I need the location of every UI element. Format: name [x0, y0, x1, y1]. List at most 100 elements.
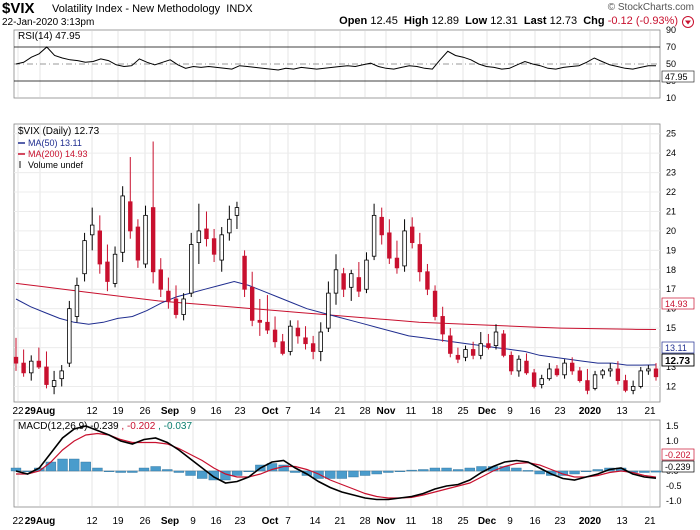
x-tick-label: Sep: [161, 516, 179, 527]
macd-signal-badge: -0.202: [661, 448, 695, 461]
exchange-label: INDX: [226, 3, 253, 15]
rsi-line: [15, 46, 656, 71]
x-tick-label: 16: [529, 406, 541, 417]
macd-label-signal: -0.202: [127, 421, 156, 432]
ma50-badge-text: 13.11: [665, 343, 687, 353]
candle-body: [646, 368, 651, 372]
candle-body: [143, 214, 148, 265]
legend-vix: $VIX (Daily) 12.73: [18, 126, 100, 137]
candle-body: [615, 368, 621, 382]
candle-body: [600, 370, 605, 376]
x-tick-label: 18: [431, 516, 443, 527]
candle-body: [181, 298, 186, 315]
rsi-y-tick: 90: [666, 25, 676, 35]
macd-hist-bar: [197, 470, 208, 479]
price-y-tick: 20: [666, 226, 676, 236]
macd-hist-bar: [313, 470, 324, 479]
x-tick-label: 13: [616, 406, 628, 417]
ma200-badge-text: 14.93: [665, 299, 688, 309]
macd-hist-bar: [499, 466, 510, 472]
index-name-text: Volatility Index - New Methodology: [52, 3, 221, 15]
chg-label: Chg: [583, 15, 605, 27]
x-tick-label: 2020: [579, 516, 602, 527]
x-tick-label: 26: [139, 516, 151, 527]
candle-body: [493, 331, 499, 347]
x-tick-label: 28: [359, 406, 371, 417]
macd-badge-text: -0.239: [665, 462, 691, 472]
candle-body: [562, 362, 567, 376]
x-tick-label: 23: [554, 516, 566, 527]
candle-body: [272, 329, 278, 343]
candle-body: [310, 343, 316, 352]
triangle-down-icon[interactable]: [682, 16, 694, 28]
macd-hist-bar: [592, 469, 603, 472]
candle-body: [89, 224, 95, 236]
x-tick-label: 9: [190, 406, 196, 417]
candle-body: [409, 226, 415, 243]
macd-hist-bar: [243, 470, 254, 473]
candle-body: [120, 195, 125, 253]
candle-body: [630, 386, 636, 391]
rsi-y-tick: 10: [666, 93, 676, 103]
price-y-tick: 19: [666, 245, 676, 255]
x-tick-label: 23: [234, 516, 246, 527]
date-label: 22-Jan-2020 3:13pm: [2, 17, 95, 28]
candle-body: [539, 378, 544, 385]
candle-body: [97, 230, 103, 265]
rsi-y-tick: 70: [666, 42, 676, 52]
x-tick-label: 22: [12, 406, 24, 417]
candle-body: [547, 368, 552, 380]
x-tick-label: 14: [309, 516, 321, 527]
candle-body: [448, 335, 453, 354]
rsi-y-tick: 50: [666, 59, 676, 69]
x-tick-label: 9: [190, 516, 196, 527]
macd-hist-bar: [45, 461, 57, 472]
candle-body: [196, 230, 202, 243]
x-tick-label: Oct: [262, 406, 279, 417]
candle-body: [82, 240, 87, 275]
candle-body: [425, 271, 430, 290]
macd-hist-bar: [150, 466, 161, 472]
macd-hist-bar: [639, 470, 650, 473]
ma50-line: [15, 280, 657, 366]
x-tick-label: 11: [406, 406, 417, 417]
price-y-tick: 21: [666, 206, 676, 216]
candle-body: [44, 366, 49, 385]
candle-body: [387, 232, 392, 259]
high-label: High: [404, 15, 429, 27]
macd-hist-bar: [371, 470, 382, 475]
candle-body: [166, 290, 171, 302]
candle-body: [227, 218, 232, 234]
x-tick-label: 26: [139, 406, 151, 417]
candle-body: [516, 358, 522, 372]
candle-body: [13, 356, 19, 364]
open-label: Open: [339, 15, 368, 27]
macd-hist-bar: [10, 467, 22, 472]
x-tick-label: 21: [334, 406, 346, 417]
candle-body: [150, 207, 156, 273]
candle-body: [234, 207, 240, 216]
macd-hist-bar: [394, 470, 406, 473]
candle-body: [486, 343, 491, 348]
macd-hist-bar: [57, 458, 68, 472]
price-y-tick: 15: [666, 323, 676, 333]
x-tick-label: 18: [431, 406, 443, 417]
x-tick-label: 29Aug: [25, 516, 56, 527]
x-tick-label: 21: [334, 516, 346, 527]
x-tick-label: 23: [234, 406, 246, 417]
candle-body: [211, 238, 217, 255]
candle-body: [257, 319, 263, 323]
legend-volume: Volume undef: [28, 160, 84, 170]
last-price-badge: 12.73: [661, 353, 695, 367]
rsi-badge-text: 47.95: [665, 72, 688, 82]
price-panel: 2524232221201918171615141312 $VIX (Daily…: [13, 123, 695, 403]
candle-body: [364, 259, 369, 290]
candle-body: [623, 380, 628, 391]
candle-body: [509, 354, 514, 372]
candle-body: [417, 244, 423, 273]
x-tick-label: Nov: [377, 516, 396, 527]
x-tick-label: Nov: [377, 406, 396, 417]
macd-value-badge: -0.239: [661, 460, 695, 473]
x-axis-top: 22 29Aug 12 19 26 Sep 9 16 23 Oct 7 14 21 28 Nov 11 18 25…: [12, 406, 656, 417]
